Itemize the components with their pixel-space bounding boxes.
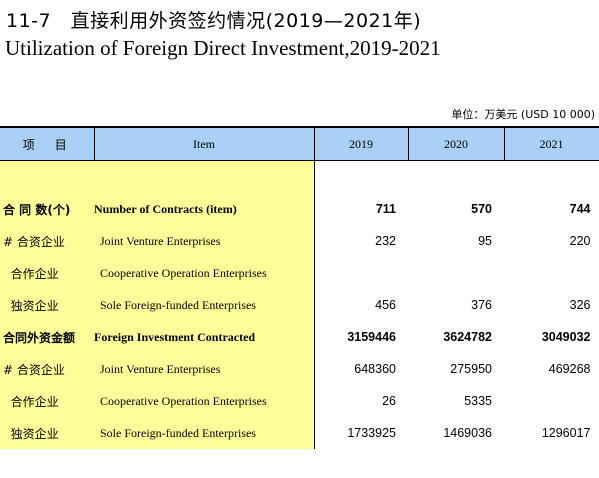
page-title-cn: 11-7 直接利用外资签约情况(2019—2021年)	[6, 10, 422, 32]
cell-2021: 744	[504, 193, 599, 225]
cell-2019: 648360	[354, 362, 396, 376]
header-year-2021: 2021	[503, 126, 599, 161]
table-row: # 合资企业 Joint Venture Enterprises 232 95 220	[0, 225, 599, 257]
spacer-row	[0, 160, 599, 193]
data-table: 项 目 Item 2019 2020 2021 合 同 数(个) Number o…	[0, 126, 599, 449]
header-year-2020: 2020	[407, 126, 504, 161]
cell-2019	[314, 257, 408, 289]
row-label-en: Foreign Investment Contracted	[94, 321, 315, 353]
cell-2021	[504, 257, 599, 289]
header-item-cn: 项 目	[0, 126, 94, 161]
cell-2021	[504, 385, 599, 417]
cell-2021: 3049032	[504, 321, 599, 353]
row-label-en: Joint Venture Enterprises	[94, 353, 315, 385]
cell-2020: 570	[471, 202, 492, 216]
cell-2019: 232	[375, 234, 396, 248]
cell-2020: 376	[471, 298, 492, 312]
cell-2020: 275950	[450, 362, 492, 376]
page-title-en: Utilization of Foreign Direct Investment…	[5, 36, 441, 60]
cell-2020: 3624782	[443, 330, 492, 344]
table-body: 合 同 数(个) Number of Contracts (item) 711 570…	[0, 160, 599, 449]
table-header: 项 目 Item 2019 2020 2021	[0, 126, 599, 161]
row-label-cn: 合 同 数(个)	[0, 193, 94, 225]
row-label-cn: 独资企业	[0, 289, 94, 321]
table-row: 独资企业 Sole Foreign-funded Enterprises 456 37…	[0, 289, 599, 321]
cell-2019: 3159446	[347, 330, 396, 344]
table-row: 合同外资金额 Foreign Investment Contracted 31594…	[0, 321, 599, 353]
row-label-cn: 合同外资金额	[0, 321, 94, 353]
row-label-cn: 合作企业	[0, 385, 94, 417]
cell-2019: 456	[375, 298, 396, 312]
table-row: 合作企业 Cooperative Operation Enterprises 26 5…	[0, 385, 599, 417]
row-label-en: Sole Foreign-funded Enterprises	[94, 417, 315, 449]
table-row: # 合资企业 Joint Venture Enterprises 648360 275…	[0, 353, 599, 385]
cell-2021: 220	[504, 225, 599, 257]
row-label-en: Cooperative Operation Enterprises	[94, 385, 315, 417]
header-year-2019: 2019	[313, 126, 408, 161]
row-label-en: Sole Foreign-funded Enterprises	[94, 289, 315, 321]
cell-2020	[408, 257, 504, 289]
cell-2019: 26	[382, 394, 396, 408]
row-label-cn: # 合资企业	[0, 353, 94, 385]
table-row: 合 同 数(个) Number of Contracts (item) 711 570…	[0, 193, 599, 225]
cell-2019: 1733925	[347, 426, 396, 440]
row-label-en: Number of Contracts (item)	[94, 193, 315, 225]
table-row: 合作企业 Cooperative Operation Enterprises	[0, 257, 599, 289]
row-label-cn: 合作企业	[0, 257, 94, 289]
cell-2021: 469268	[504, 353, 599, 385]
cell-2019: 711	[375, 202, 396, 216]
table-row: 独资企业 Sole Foreign-funded Enterprises 17339…	[0, 417, 599, 449]
cell-2020: 95	[478, 234, 492, 248]
row-label-en: Cooperative Operation Enterprises	[94, 257, 315, 289]
cell-2020: 1469036	[443, 426, 492, 440]
row-label-cn: # 合资企业	[0, 225, 94, 257]
cell-2020: 5335	[464, 394, 492, 408]
header-item-en: Item	[93, 126, 314, 161]
row-label-cn: 独资企业	[0, 417, 94, 449]
row-label-en: Joint Venture Enterprises	[94, 225, 315, 257]
unit-label: 单位：万美元 (USD 10 000)	[451, 108, 595, 121]
cell-2021: 326	[504, 289, 599, 321]
cell-2021: 1296017	[504, 417, 599, 449]
